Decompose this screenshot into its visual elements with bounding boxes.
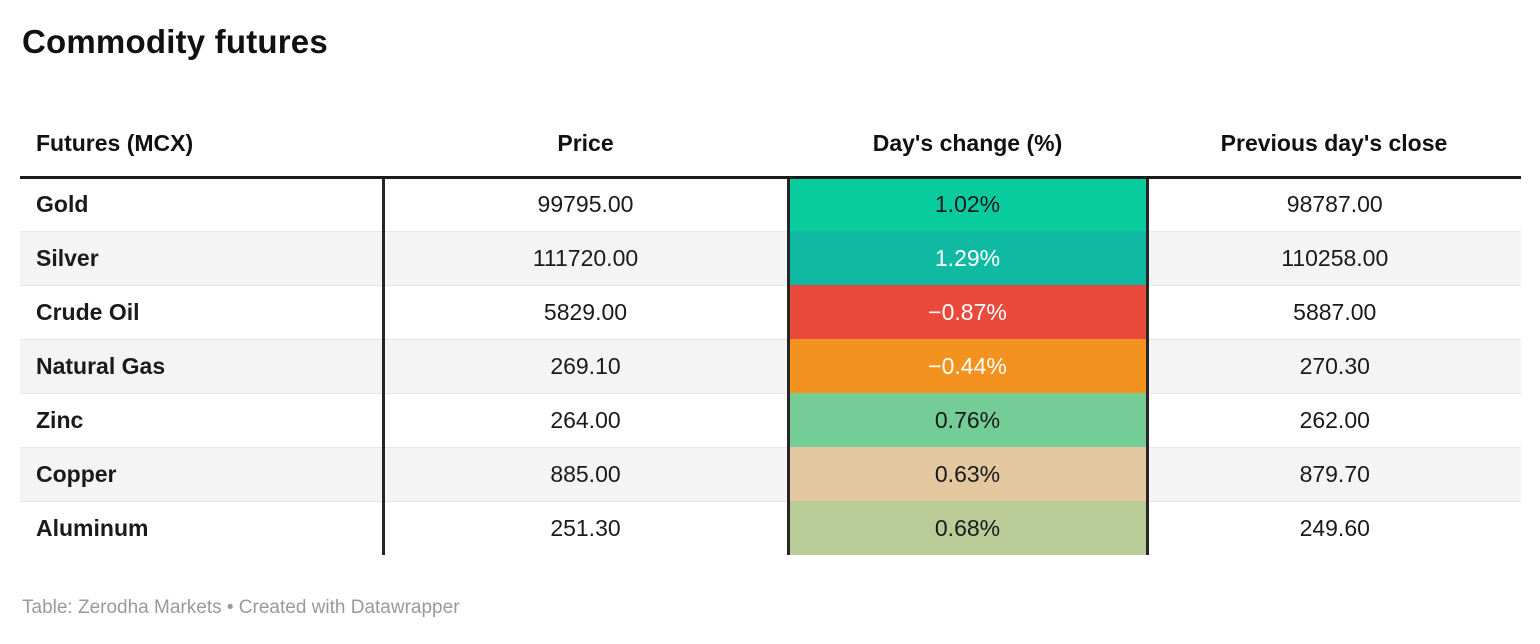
change-cell: 0.68%	[786, 501, 1149, 555]
header-row: Futures (MCX) Price Day's change (%) Pre…	[20, 112, 1521, 179]
price-value: 251.30	[381, 501, 788, 555]
commodity-name: Silver	[20, 231, 383, 286]
page: Commodity futures Futures (MCX) Price Da…	[0, 20, 1540, 644]
price-value: 5829.00	[381, 285, 788, 340]
price-value: 885.00	[381, 447, 788, 502]
table-row: Aluminum 251.30 0.68% 249.60	[20, 501, 1521, 555]
price-value: 264.00	[381, 393, 788, 448]
table-row: Zinc 264.00 0.76% 262.00	[20, 393, 1521, 448]
attribution-footer: Table: Zerodha Markets • Created with Da…	[22, 597, 460, 618]
change-cell: 1.29%	[786, 231, 1149, 285]
price-value: 111720.00	[381, 231, 788, 286]
column-header-futures: Futures (MCX)	[20, 112, 383, 179]
prev-close-value: 110258.00	[1147, 231, 1521, 286]
table-row: Silver 111720.00 1.29% 110258.00	[20, 231, 1521, 286]
commodity-name: Zinc	[20, 393, 383, 448]
commodity-futures-table: Futures (MCX) Price Day's change (%) Pre…	[20, 112, 1521, 555]
commodity-name: Natural Gas	[20, 339, 383, 394]
change-cell: 0.76%	[786, 393, 1149, 447]
price-value: 99795.00	[381, 177, 788, 232]
table-row: Natural Gas 269.10 −0.44% 270.30	[20, 339, 1521, 394]
prev-close-value: 879.70	[1147, 447, 1521, 502]
change-cell: −0.44%	[786, 339, 1149, 393]
price-value: 269.10	[381, 339, 788, 394]
commodity-name: Copper	[20, 447, 383, 502]
change-cell: −0.87%	[786, 285, 1149, 339]
commodity-name: Crude Oil	[20, 285, 383, 340]
table-row: Crude Oil 5829.00 −0.87% 5887.00	[20, 285, 1521, 340]
table-row: Gold 99795.00 1.02% 98787.00	[20, 177, 1521, 232]
table-row: Copper 885.00 0.63% 879.70	[20, 447, 1521, 502]
change-cell: 0.63%	[786, 447, 1149, 501]
commodity-name: Aluminum	[20, 501, 383, 555]
commodity-name: Gold	[20, 177, 383, 232]
prev-close-value: 270.30	[1147, 339, 1521, 394]
page-title: Commodity futures	[22, 23, 328, 60]
prev-close-value: 262.00	[1147, 393, 1521, 448]
prev-close-value: 5887.00	[1147, 285, 1521, 340]
column-header-price: Price	[383, 112, 788, 179]
change-cell: 1.02%	[786, 177, 1149, 231]
prev-close-value: 249.60	[1147, 501, 1521, 555]
column-header-previous-close: Previous day's close	[1147, 112, 1521, 179]
prev-close-value: 98787.00	[1147, 177, 1521, 232]
column-header-days-change: Day's change (%)	[788, 112, 1147, 179]
